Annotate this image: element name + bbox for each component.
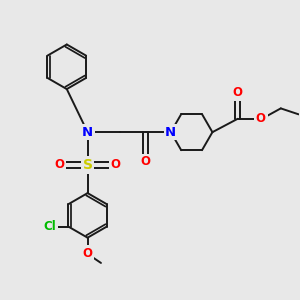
Text: O: O bbox=[140, 155, 151, 168]
Text: N: N bbox=[165, 126, 176, 139]
Text: O: O bbox=[233, 86, 243, 99]
Text: O: O bbox=[256, 112, 266, 125]
Text: O: O bbox=[82, 247, 93, 260]
Text: O: O bbox=[111, 158, 121, 171]
Text: O: O bbox=[54, 158, 64, 171]
Text: Cl: Cl bbox=[43, 220, 56, 233]
Text: S: S bbox=[82, 158, 93, 172]
Text: N: N bbox=[82, 126, 93, 139]
Text: N: N bbox=[165, 126, 176, 139]
